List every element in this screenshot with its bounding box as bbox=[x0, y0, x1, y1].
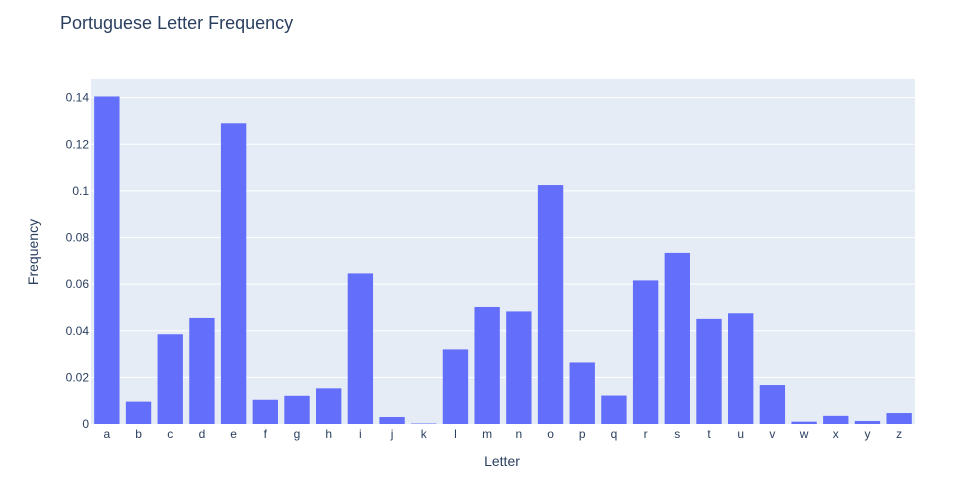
bar-a[interactable] bbox=[94, 96, 120, 425]
y-axis-ticks: 0 0.02 0.04 0.06 0.08 0.1 0.12 0.14 bbox=[66, 91, 90, 431]
bar-x[interactable] bbox=[823, 415, 849, 424]
x-tick-label: p bbox=[579, 427, 586, 441]
y-tick-label: 0 bbox=[82, 417, 89, 431]
x-tick-label: w bbox=[799, 427, 809, 441]
bar-f[interactable] bbox=[252, 399, 278, 424]
x-tick-label: i bbox=[359, 427, 362, 441]
bar-m[interactable] bbox=[474, 306, 500, 424]
x-tick-label: h bbox=[325, 427, 332, 441]
y-tick-label: 0.04 bbox=[66, 324, 90, 338]
x-tick-label: k bbox=[421, 427, 428, 441]
bar-v[interactable] bbox=[759, 385, 786, 424]
bar-n[interactable] bbox=[506, 311, 532, 424]
x-tick-label: x bbox=[833, 427, 839, 441]
x-tick-label: s bbox=[674, 427, 680, 441]
bar-h[interactable] bbox=[316, 388, 342, 424]
x-tick-label: t bbox=[707, 427, 711, 441]
bar-y[interactable] bbox=[854, 420, 881, 424]
x-tick-label: d bbox=[199, 427, 206, 441]
bar-d[interactable] bbox=[189, 317, 215, 424]
bar-b[interactable] bbox=[125, 401, 152, 424]
x-tick-label: f bbox=[264, 427, 268, 441]
x-tick-label: q bbox=[611, 427, 618, 441]
chart-title: Portuguese Letter Frequency bbox=[60, 13, 293, 33]
bar-s[interactable] bbox=[664, 252, 690, 424]
x-tick-label: g bbox=[294, 427, 301, 441]
y-tick-label: 0.06 bbox=[66, 277, 90, 291]
x-tick-label: o bbox=[547, 427, 554, 441]
bar-w[interactable] bbox=[791, 421, 817, 424]
y-axis-title: Frequency bbox=[25, 219, 41, 285]
x-tick-label: y bbox=[864, 427, 870, 441]
x-tick-label: u bbox=[737, 427, 744, 441]
x-tick-label: c bbox=[167, 427, 173, 441]
bar-o[interactable] bbox=[537, 185, 564, 424]
bar-z[interactable] bbox=[886, 413, 912, 424]
x-tick-label: n bbox=[516, 427, 523, 441]
y-tick-label: 0.08 bbox=[66, 231, 90, 245]
bar-r[interactable] bbox=[632, 280, 659, 424]
y-tick-label: 0.12 bbox=[66, 137, 90, 151]
bar-e[interactable] bbox=[220, 123, 247, 425]
bar-u[interactable] bbox=[728, 313, 754, 424]
x-tick-label: b bbox=[135, 427, 142, 441]
x-axis-ticks: a b c d e f g h i j k l m n o p q r s t u v w x y z bbox=[104, 427, 903, 441]
x-tick-label: m bbox=[482, 427, 492, 441]
bar-t[interactable] bbox=[696, 318, 722, 424]
x-tick-label: e bbox=[230, 427, 237, 441]
bars bbox=[94, 96, 912, 425]
x-tick-label: l bbox=[454, 427, 457, 441]
x-axis-title: Letter bbox=[484, 453, 520, 469]
bar-q[interactable] bbox=[601, 395, 627, 424]
bar-g[interactable] bbox=[284, 395, 310, 424]
y-tick-label: 0.02 bbox=[66, 370, 90, 384]
x-tick-label: j bbox=[390, 427, 394, 441]
y-tick-label: 0.1 bbox=[72, 184, 89, 198]
bar-p[interactable] bbox=[569, 362, 595, 424]
bar-c[interactable] bbox=[157, 334, 183, 424]
x-tick-label: z bbox=[896, 427, 902, 441]
x-tick-label: a bbox=[104, 427, 111, 441]
x-tick-label: r bbox=[644, 427, 648, 441]
bar-l[interactable] bbox=[442, 349, 469, 424]
y-tick-label: 0.14 bbox=[66, 91, 90, 105]
x-tick-label: v bbox=[769, 427, 775, 441]
bar-j[interactable] bbox=[379, 417, 405, 424]
bar-i[interactable] bbox=[347, 273, 374, 424]
